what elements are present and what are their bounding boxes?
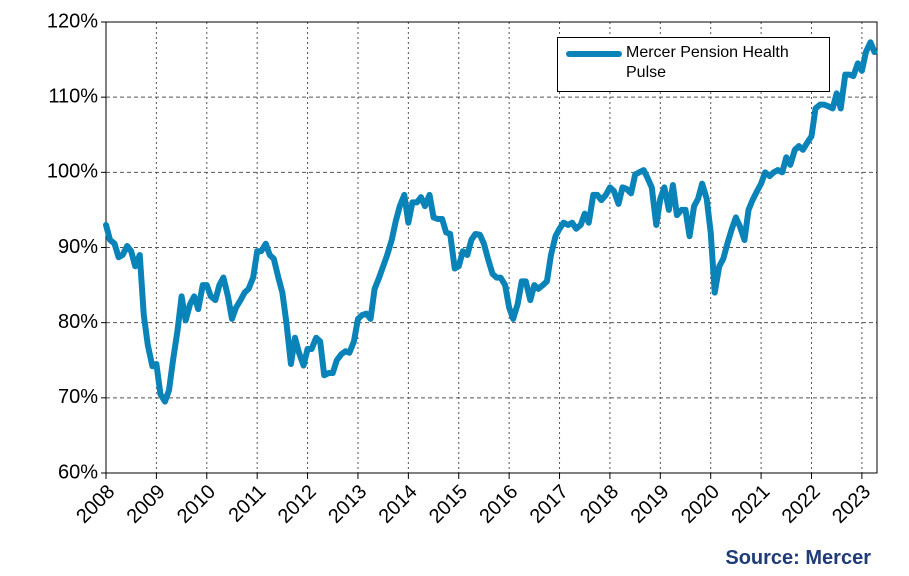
x-tick-label: 2014 [375,481,422,528]
data-line [103,39,878,405]
y-tick-label: 60% [58,461,98,483]
x-tick-label: 2012 [274,481,321,528]
x-tick-label: 2022 [778,481,825,528]
x-tick-label: 2013 [324,481,371,528]
x-tick-label: 2009 [123,481,170,528]
x-tick-label: 2010 [173,481,220,528]
x-tick-label: 2008 [72,481,119,528]
y-tick-label: 120% [47,10,98,32]
x-tick-label: 2023 [828,481,875,528]
y-tick-label: 110% [48,85,98,107]
legend-swatch [566,51,622,57]
x-tick-label: 2019 [627,481,674,528]
y-tick-label: 80% [58,311,98,333]
y-tick-label: 100% [47,161,98,183]
x-tick-label: 2021 [727,481,774,528]
x-tick-label: 2011 [224,481,270,527]
x-tick-label: 2016 [475,481,522,528]
x-tick-label: 2018 [576,481,623,528]
source-note: Source: Mercer [725,547,871,569]
x-tick-label: 2015 [425,481,472,528]
y-tick-label: 70% [58,386,98,408]
y-tick-label: 90% [58,236,98,258]
x-tick-label: 2017 [526,481,573,528]
plot-frame [105,21,878,474]
legend-label: Mercer Pension Health Pulse [626,44,789,81]
legend: Mercer Pension Health Pulse [557,37,830,92]
x-tick-label: 2020 [677,481,724,528]
